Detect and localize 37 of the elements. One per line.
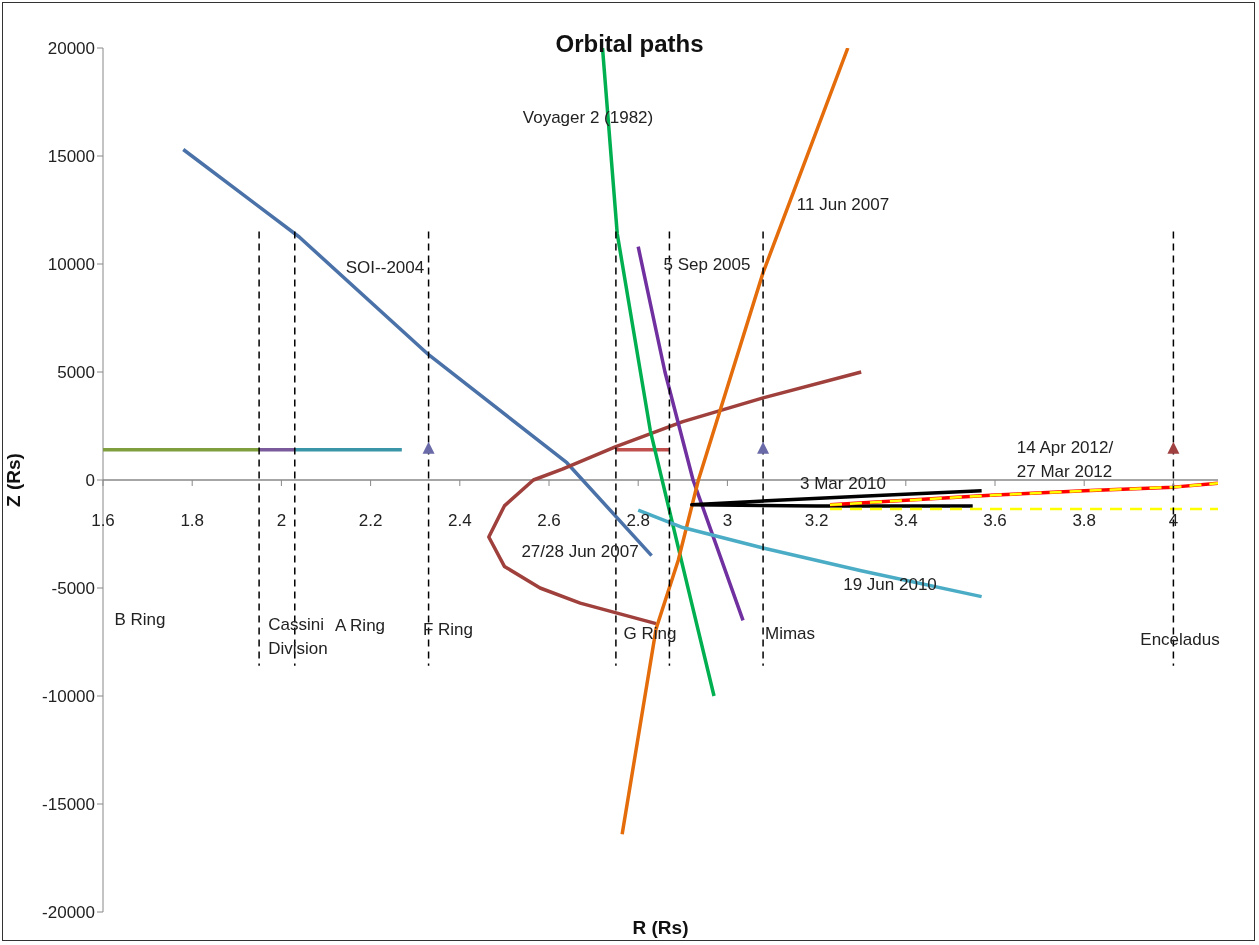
y-tick-label: 5000 [57, 363, 95, 383]
x-tick-label: 1.8 [180, 511, 205, 530]
y-tick-label: 10000 [47, 255, 95, 275]
annotation: 27/28 Jun 2007 [521, 541, 639, 563]
x-tick-label: 3 [722, 511, 733, 530]
x-tick-label: 3.2 [804, 511, 829, 530]
annotation: 14 Apr 2012/ 27 Mar 2012 [1016, 437, 1114, 483]
x-tick-label: 3.8 [1072, 511, 1097, 530]
annotation: F Ring [422, 619, 474, 641]
y-axis-title: Z (Rs) [2, 453, 24, 507]
y-tick-label: -20000 [42, 903, 95, 923]
x-tick-label: 2 [276, 511, 287, 530]
x-tick-label: 2.2 [358, 511, 383, 530]
x-tick-label: 4 [1168, 511, 1179, 530]
x-tick-label: 2.4 [447, 511, 472, 530]
y-tick-label: 0 [85, 471, 95, 491]
annotation: 3 Mar 2010 [800, 473, 886, 495]
x-tick-label: 3.6 [983, 511, 1007, 530]
annotation: Cassini Division [268, 614, 328, 660]
y-tick-label: 15000 [47, 147, 95, 167]
y-tick-label: 20000 [47, 39, 95, 59]
annotation: Mimas [764, 623, 816, 645]
y-tick-label: -10000 [42, 687, 95, 707]
annotation: 5 Sep 2005 [663, 254, 751, 276]
annotation: A Ring [334, 615, 386, 637]
y-tick-label: -15000 [42, 795, 95, 815]
annotation: SOI--2004 [345, 257, 425, 279]
x-tick-label: 2.8 [626, 511, 651, 530]
annotation: 11 Jun 2007 [796, 194, 890, 216]
y-tick-label: -5000 [51, 579, 95, 599]
x-axis-title: R (Rs) [632, 917, 689, 938]
annotation: Enceladus [1140, 629, 1220, 651]
chart-title: Orbital paths [555, 30, 704, 57]
x-tick-label: 1.6 [91, 511, 115, 530]
x-tick-label: 2.6 [537, 511, 561, 530]
x-tick-label: 3.4 [893, 511, 918, 530]
annotation: B Ring [114, 609, 166, 631]
